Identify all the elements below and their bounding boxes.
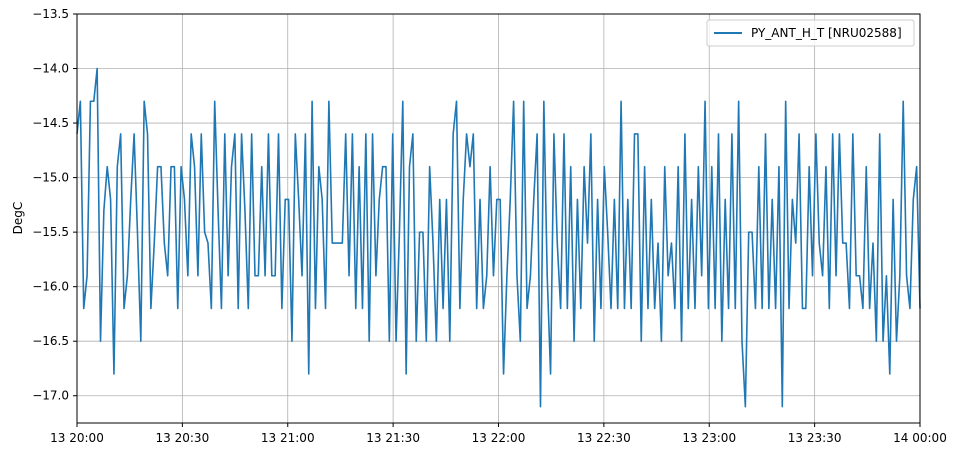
x-tick-label: 13 20:30 <box>156 431 210 445</box>
y-tick-label: −15.5 <box>32 225 69 239</box>
x-tick-label: 14 00:00 <box>893 431 947 445</box>
legend: PY_ANT_H_T [NRU02588] <box>706 19 915 47</box>
x-tick-label: 13 20:00 <box>50 431 104 445</box>
y-axis-label: DegC <box>11 202 25 235</box>
series-line <box>76 67 921 408</box>
x-tick-label: 13 22:30 <box>577 431 631 445</box>
series-layer <box>76 67 921 408</box>
x-tick-label: 13 23:00 <box>682 431 736 445</box>
y-tick-label: −13.5 <box>32 7 69 21</box>
y-tick-label: −14.5 <box>32 116 69 130</box>
y-tick-label: −15.0 <box>32 171 69 185</box>
x-tick-label: 13 22:00 <box>472 431 526 445</box>
x-tick-label: 13 21:30 <box>366 431 420 445</box>
legend-entry-label: PY_ANT_H_T [NRU02588] <box>751 26 902 40</box>
x-tick-label: 13 21:00 <box>261 431 315 445</box>
x-tick-label: 13 23:30 <box>788 431 842 445</box>
y-tick-label: −16.0 <box>32 280 69 294</box>
legend-box <box>706 19 915 47</box>
y-tick-label: −14.0 <box>32 62 69 76</box>
y-tick-label: −16.5 <box>32 334 69 348</box>
x-axis: 13 20:00 13 20:30 13 21:00 13 21:30 13 22:00… <box>50 423 947 445</box>
y-tick-label: −17.0 <box>32 389 69 403</box>
y-axis: −17.0 −16.5 −16.0 −15.5 −15.0 −14.5 −14.0 −13.5 <box>32 7 77 403</box>
